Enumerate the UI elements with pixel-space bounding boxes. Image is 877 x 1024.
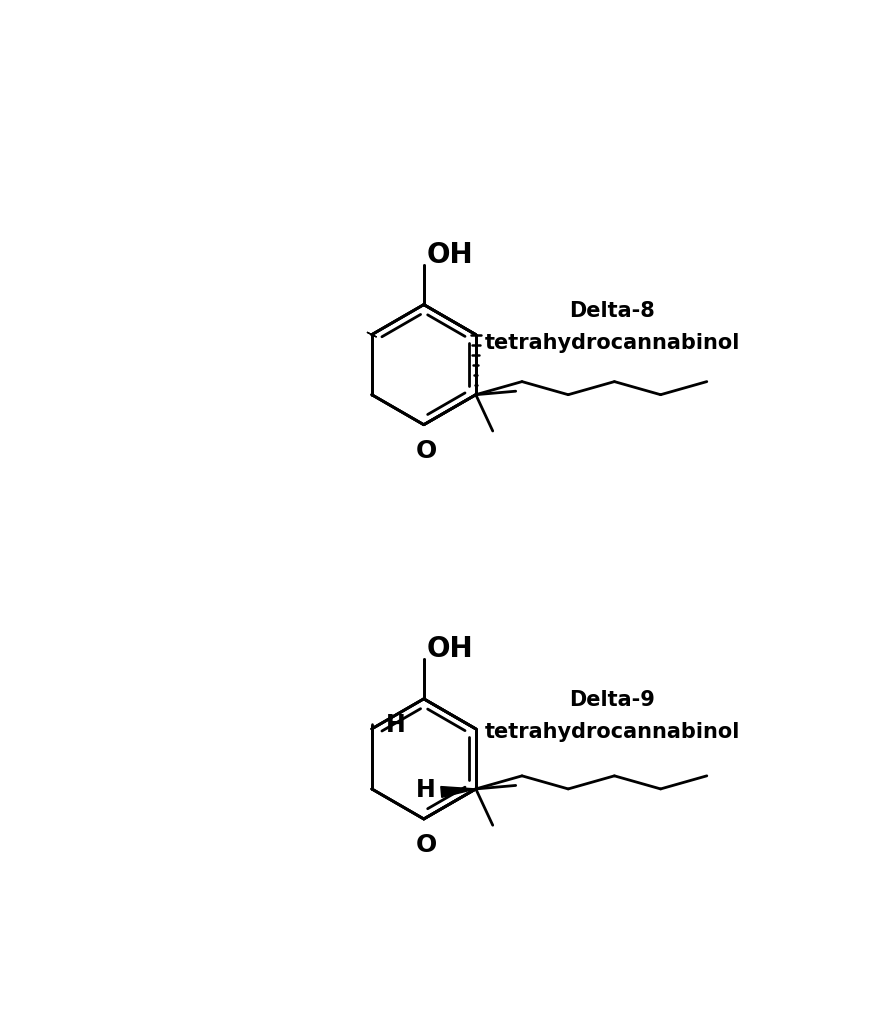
Text: Delta-9: Delta-9 [569, 689, 654, 710]
Text: H: H [415, 777, 435, 802]
Text: OH: OH [426, 635, 473, 663]
Text: O: O [415, 438, 436, 463]
Text: tetrahydrocannabinol: tetrahydrocannabinol [484, 333, 739, 353]
Polygon shape [367, 332, 376, 337]
Text: tetrahydrocannabinol: tetrahydrocannabinol [484, 722, 739, 742]
Text: O: O [415, 833, 436, 857]
Text: H: H [385, 713, 405, 737]
Text: OH: OH [426, 241, 473, 268]
Text: Delta-8: Delta-8 [569, 301, 654, 321]
Polygon shape [440, 786, 475, 798]
